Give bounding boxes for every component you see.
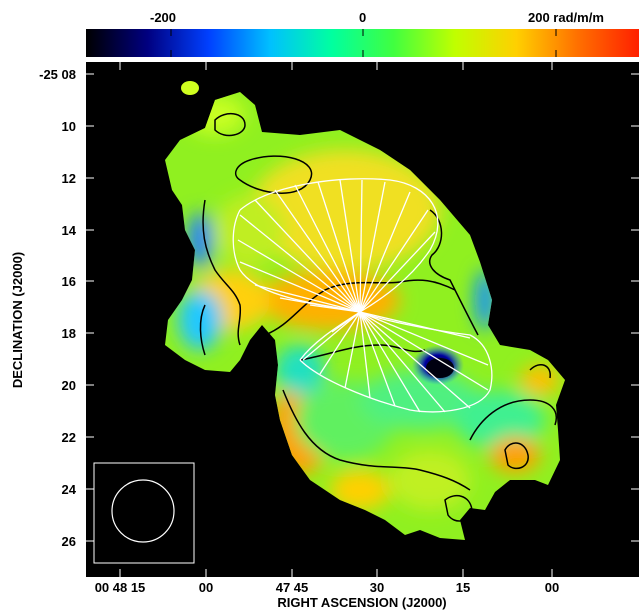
small-emission-blob — [181, 81, 199, 95]
frame-ticks — [86, 62, 639, 577]
colorbar-ticks — [170, 29, 557, 57]
y-tick-label: -25 08 — [39, 67, 76, 82]
y-tick-label: 12 — [62, 171, 76, 186]
colorbar-label-neg200: -200 — [150, 10, 176, 25]
x-tick-label: 00 48 15 — [95, 580, 146, 595]
colorbar-label-200: 200 rad/m/m — [528, 10, 604, 25]
y-tick-label: 20 — [62, 378, 76, 393]
x-tick-label: 47 45 — [276, 580, 309, 595]
x-tick-label: 15 — [456, 580, 470, 595]
y-tick-label: 16 — [62, 274, 76, 289]
y-tick-label: 18 — [62, 326, 76, 341]
map-panel — [86, 62, 639, 577]
y-tick-label: 10 — [62, 119, 76, 134]
colorbar-label-0: 0 — [359, 10, 366, 25]
x-tick-label: 00 — [199, 580, 213, 595]
colorbar: -200 0 200 rad/m/m — [86, 10, 639, 57]
beam-circle — [111, 479, 175, 543]
y-tick-label: 24 — [62, 482, 77, 497]
x-tick-labels: 00 48 15 00 47 45 30 15 00 — [95, 580, 560, 595]
y-tick-label: 26 — [62, 534, 76, 549]
y-tick-labels: -25 08 10 12 14 16 18 20 22 24 26 — [39, 67, 77, 549]
x-axis-title: RIGHT ASCENSION (J2000) — [277, 595, 446, 610]
y-axis-title: DECLINATION (J2000) — [10, 252, 25, 388]
y-tick-label: 22 — [62, 430, 76, 445]
beam-inset — [93, 462, 195, 564]
y-tick-label: 14 — [62, 223, 77, 238]
x-tick-label: 00 — [545, 580, 559, 595]
x-tick-label: 30 — [370, 580, 384, 595]
polarization-vectors — [232, 178, 493, 413]
